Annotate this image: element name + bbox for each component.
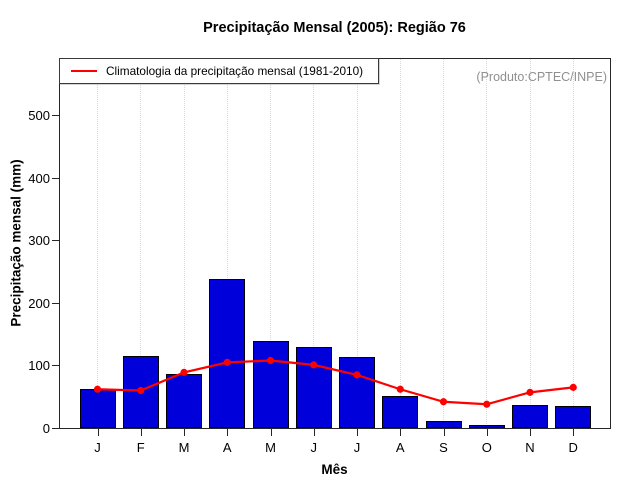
bar-month-3 xyxy=(166,373,202,428)
legend-line-sample xyxy=(71,70,97,72)
climatology-point-1 xyxy=(93,385,102,393)
y-tick-300 xyxy=(52,240,59,241)
climatology-point-6 xyxy=(310,361,318,369)
gridline-month-2 xyxy=(140,59,142,428)
gridline-month-4 xyxy=(226,59,228,428)
x-tick-label-8: A xyxy=(395,440,405,455)
climatology-line xyxy=(93,356,577,408)
x-axis-label: Mês xyxy=(321,462,348,477)
x-tick-12 xyxy=(573,429,575,436)
bar-month-5 xyxy=(252,341,289,428)
plot-area: J F M A M J J A S O N D 0 100 200 300 400 500 xyxy=(28,58,611,455)
climatology-point-11 xyxy=(526,388,534,396)
y-axis-label: Precipitação mensal (mm) xyxy=(8,159,24,327)
gridline-month-7 xyxy=(356,59,358,428)
y-tick-label-100: 100 xyxy=(28,358,50,373)
y-tick-label-200: 200 xyxy=(28,295,50,311)
climatology-point-12 xyxy=(569,383,577,391)
x-tick-label-3: M xyxy=(178,440,190,455)
gridline-month-1 xyxy=(97,59,98,428)
x-tick-11 xyxy=(530,429,531,436)
x-tick-6 xyxy=(313,429,315,436)
gridline-month-8 xyxy=(399,59,401,428)
climatology-point-7 xyxy=(353,371,361,379)
x-tick-label-4: A xyxy=(222,440,232,455)
y-tick-400 xyxy=(52,177,59,179)
x-tick-3 xyxy=(184,429,185,436)
x-tick-7 xyxy=(357,429,358,436)
x-tick-10 xyxy=(486,429,488,436)
bar-month-1 xyxy=(79,388,116,428)
chart-title: Precipitação Mensal (2005): Região 76 xyxy=(203,20,466,36)
climatology-point-3 xyxy=(180,368,188,376)
x-tick-9 xyxy=(443,429,445,436)
y-tick-label-500: 500 xyxy=(28,108,50,123)
climatology-polyline xyxy=(97,359,574,406)
bar-month-8 xyxy=(382,396,419,428)
bar-month-10 xyxy=(468,424,505,428)
y-tick-0 xyxy=(52,427,59,429)
x-tick-4 xyxy=(227,429,229,436)
climatology-point-2 xyxy=(137,386,145,395)
x-tick-label-12: D xyxy=(568,440,578,455)
x-tick-label-2: F xyxy=(136,440,145,455)
source-annotation: (Produto:CPTEC/INPE) xyxy=(476,70,607,84)
x-tick-label-11: N xyxy=(525,440,535,455)
gridline-month-11 xyxy=(529,59,531,428)
gridline-month-9 xyxy=(443,59,444,428)
x-tick-label-1: J xyxy=(94,440,101,455)
climatology-point-9 xyxy=(439,398,448,406)
x-tick-1 xyxy=(97,429,99,436)
bar-month-9 xyxy=(425,420,462,428)
legend-label: Climatologia da precipitação mensal (198… xyxy=(106,64,364,78)
bar-month-11 xyxy=(512,404,548,428)
bar-month-7 xyxy=(339,357,375,428)
y-tick-500 xyxy=(52,115,59,116)
bar-month-6 xyxy=(295,346,332,428)
x-tick-5 xyxy=(270,429,272,436)
y-tick-label-300: 300 xyxy=(28,233,50,248)
gridline-month-10 xyxy=(486,59,488,428)
x-tick-label-6: J xyxy=(310,440,318,455)
x-tick-label-7: J xyxy=(353,440,361,455)
gridline-month-12 xyxy=(572,59,574,428)
bar-month-12 xyxy=(555,406,592,428)
bar-month-4 xyxy=(209,279,246,428)
y-tick-200 xyxy=(52,302,59,304)
x-tick-8 xyxy=(400,429,402,436)
y-tick-label-0: 0 xyxy=(42,420,50,436)
gridline-month-3 xyxy=(183,59,185,428)
x-tick-label-5: M xyxy=(265,440,276,455)
x-tick-2 xyxy=(140,429,142,436)
gridline-month-5 xyxy=(270,59,271,428)
climatology-point-5 xyxy=(266,356,275,365)
y-tick-100 xyxy=(52,365,59,366)
climatology-point-10 xyxy=(483,400,491,408)
gridline-month-6 xyxy=(313,59,315,428)
legend: Climatologia da precipitação mensal (198… xyxy=(59,58,379,84)
climatology-point-4 xyxy=(223,358,231,366)
x-tick-label-9: S xyxy=(439,440,448,455)
y-tick-label-400: 400 xyxy=(28,170,50,186)
climatology-point-8 xyxy=(396,385,404,393)
x-tick-label-10: O xyxy=(481,440,492,455)
